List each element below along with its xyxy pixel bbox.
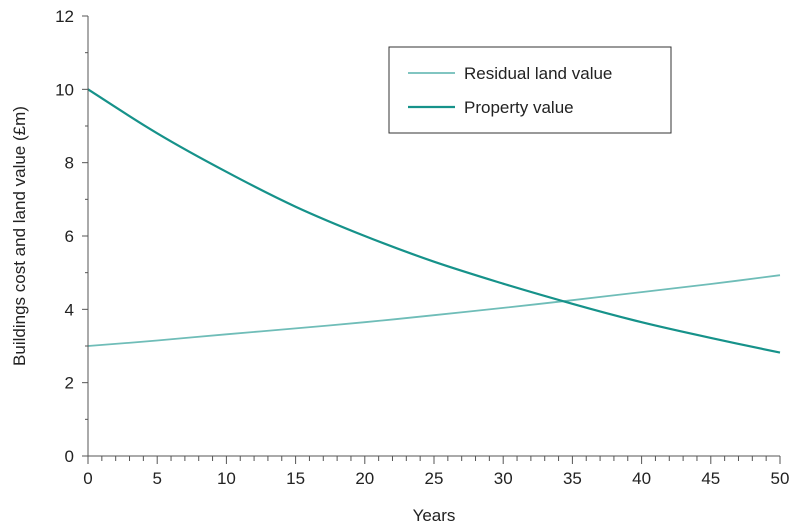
x-tick-label: 15 <box>286 469 305 488</box>
legend: Residual land value Property value <box>388 46 672 134</box>
y-tick-label: 2 <box>65 374 74 393</box>
x-tick-label: 50 <box>771 469 790 488</box>
y-tick-label: 10 <box>55 80 74 99</box>
x-tick-label: 10 <box>217 469 236 488</box>
x-tick-label: 35 <box>563 469 582 488</box>
y-tick-label: 8 <box>65 154 74 173</box>
y-axis-title: Buildings cost and land value (£m) <box>10 106 29 366</box>
y-tick-label: 6 <box>65 227 74 246</box>
x-tick-label: 0 <box>83 469 92 488</box>
series-line-property-value <box>87 88 781 354</box>
legend-label-property-value: Property value <box>464 98 574 117</box>
y-tick-label: 0 <box>65 447 74 466</box>
legend-label-residual-land-value: Residual land value <box>464 64 612 83</box>
y-tick-label: 4 <box>65 300 74 319</box>
x-tick-label: 45 <box>701 469 720 488</box>
series-lines <box>87 88 781 354</box>
legend-box <box>388 46 672 134</box>
x-tick-label: 40 <box>632 469 651 488</box>
x-axis-title: Years <box>413 506 456 525</box>
y-tick-label: 12 <box>55 7 74 26</box>
x-tick-label: 5 <box>152 469 161 488</box>
axes: 0 2 4 6 8 10 12 0 5 10 15 20 25 30 35 40 45 50 <box>55 7 789 488</box>
x-tick-label: 30 <box>494 469 513 488</box>
x-tick-label: 20 <box>355 469 374 488</box>
x-tick-label: 25 <box>425 469 444 488</box>
series-line-residual-land-value <box>87 274 781 347</box>
